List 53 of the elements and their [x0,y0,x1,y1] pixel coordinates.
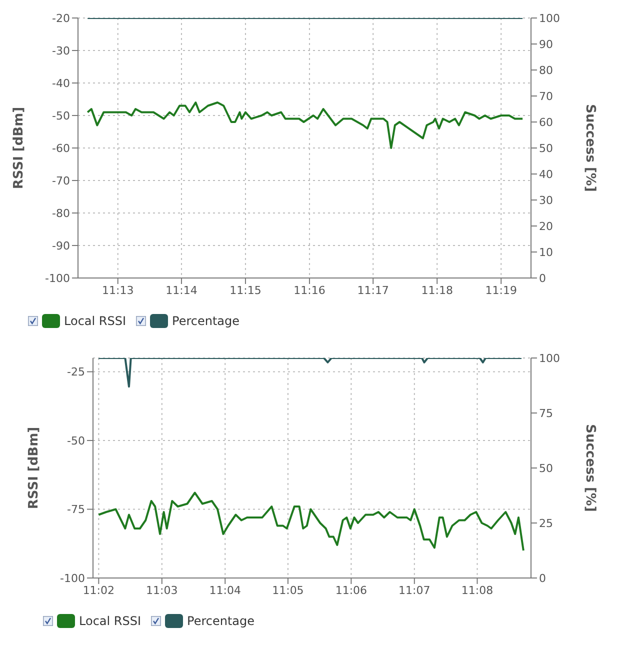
y2-tick-label: 100 [539,12,560,25]
y2-axis-title: Success [%] [582,424,598,512]
y2-tick-label: 60 [539,116,553,129]
y2-tick-label: 0 [539,272,546,285]
y2-tick-label: 90 [539,38,553,51]
y2-tick-label: 70 [539,90,553,103]
y2-tick-label: 40 [539,168,553,181]
y-tick-label: -70 [52,174,70,188]
y2-tick-label: 10 [539,246,553,259]
x-tick-label: 11:16 [294,284,326,297]
x-tick-label: 11:17 [357,284,389,297]
y-tick-label: -100 [60,572,85,585]
y-tick-label: -40 [52,76,70,90]
y2-tick-label: 20 [539,220,553,233]
y2-tick-label: 100 [539,352,560,365]
y2-tick-label: 25 [539,516,553,530]
legend-label: Local RSSI [79,614,142,628]
y2-tick-label: 80 [539,64,553,77]
y-axis-title: RSSI [dBm] [26,426,42,510]
y-tick-label: -50 [67,434,85,448]
line-series [98,492,524,552]
y-tick-label: -80 [52,206,70,220]
y-tick-label: -60 [52,142,70,155]
legend-label: Percentage [187,614,255,628]
y-tick-label: -75 [67,503,85,516]
legend-label: Percentage [172,314,240,328]
x-tick-label: 11:06 [335,584,368,597]
x-tick-label: 11:08 [461,584,494,597]
x-tick-label: 11:14 [166,284,198,297]
y2-tick-label: 75 [539,406,553,420]
y-tick-label: -90 [52,239,70,252]
x-tick-label: 11:04 [209,584,241,597]
x-tick-label: 11:15 [230,284,262,297]
y-tick-label: -100 [45,272,70,285]
x-tick-label: 11:05 [272,584,304,597]
y-tick-label: -20 [52,12,70,25]
y-tick-label: -50 [52,109,70,122]
y2-tick-label: 50 [539,462,553,475]
y2-tick-label: 0 [539,572,546,585]
y-tick-label: -30 [52,44,70,58]
legend-label: Local RSSI [64,314,126,328]
line-series [86,102,524,149]
y2-tick-label: 30 [539,194,553,207]
x-tick-label: 11:07 [398,584,430,597]
x-tick-label: 11:03 [146,584,178,597]
x-tick-label: 11:02 [82,584,115,597]
y2-axis-title: Success [%] [582,104,598,192]
y-axis-title: RSSI [dBm] [12,106,27,190]
y2-tick-label: 50 [539,142,553,155]
x-tick-label: 11:18 [421,284,453,297]
x-tick-label: 11:19 [485,284,517,297]
y-tick-label: -25 [67,366,85,379]
x-tick-label: 11:13 [102,284,134,297]
